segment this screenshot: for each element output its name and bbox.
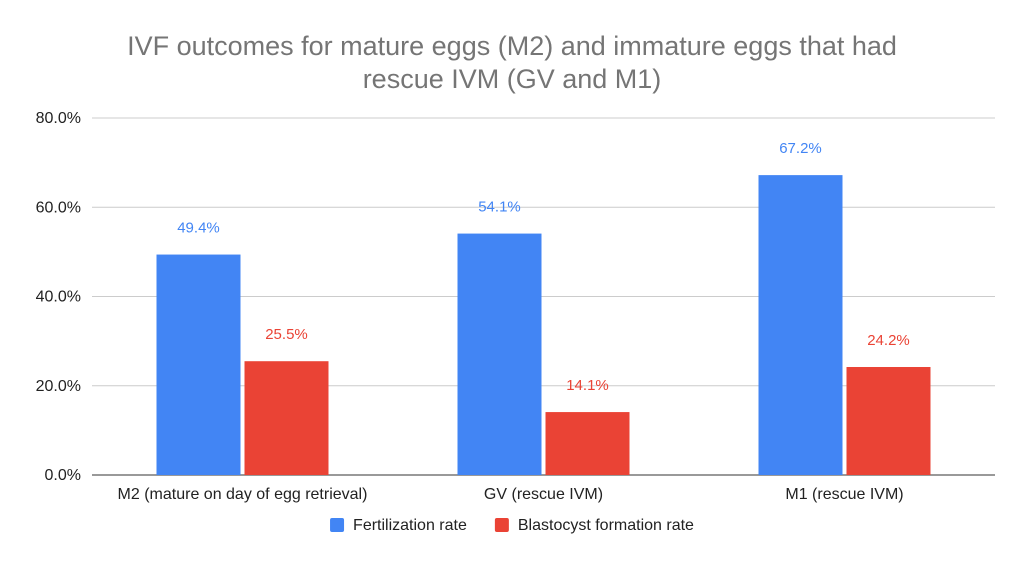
gridlines [92, 117, 995, 476]
bar-blastocyst-formation-rate [846, 367, 931, 475]
x-category-label: M2 (mature on day of egg retrieval) [118, 486, 368, 503]
legend-item: Blastocyst formation rate [494, 517, 694, 534]
y-tick-label: 60.0% [36, 199, 81, 216]
x-category-label: GV (rescue IVM) [484, 486, 603, 503]
data-label: 54.1% [478, 199, 521, 216]
x-axis: M2 (mature on day of egg retrieval) GV (r… [118, 486, 904, 503]
bar-blastocyst-formation-rate [244, 361, 329, 475]
data-label: 67.2% [779, 140, 822, 157]
legend-item: Fertilization rate [330, 517, 467, 534]
legend-label: Blastocyst formation rate [518, 517, 694, 534]
chart-title-line-1: IVF outcomes for mature eggs (M2) and im… [127, 31, 897, 61]
x-category-label: M1 (rescue IVM) [785, 486, 903, 503]
data-label: 24.2% [867, 332, 910, 349]
legend: Fertilization rate Blastocyst formation r… [330, 517, 694, 534]
data-labels: 49.4% 25.5% 54.1% 14.1% 67.2% 24.2% [177, 140, 910, 394]
bar-fertilization-rate [758, 175, 843, 475]
data-label: 49.4% [177, 220, 220, 237]
y-tick-label: 0.0% [45, 467, 81, 484]
y-tick-label: 20.0% [36, 378, 81, 395]
bar-fertilization-rate [156, 254, 241, 475]
legend-swatch [494, 518, 509, 532]
y-tick-label: 40.0% [36, 289, 81, 306]
data-label: 25.5% [265, 326, 308, 343]
data-label: 14.1% [566, 377, 609, 394]
bar-fertilization-rate [457, 233, 542, 475]
bars [156, 175, 931, 475]
chart-title-line-2: rescue IVM (GV and M1) [363, 64, 662, 94]
legend-swatch [330, 518, 345, 532]
chart-title: IVF outcomes for mature eggs (M2) and im… [127, 31, 897, 94]
y-axis-tick-labels: 0.0% 20.0% 40.0% 60.0% 80.0% [36, 110, 81, 484]
bar-blastocyst-formation-rate [545, 412, 630, 475]
legend-label: Fertilization rate [353, 517, 467, 534]
y-tick-label: 80.0% [36, 110, 81, 127]
